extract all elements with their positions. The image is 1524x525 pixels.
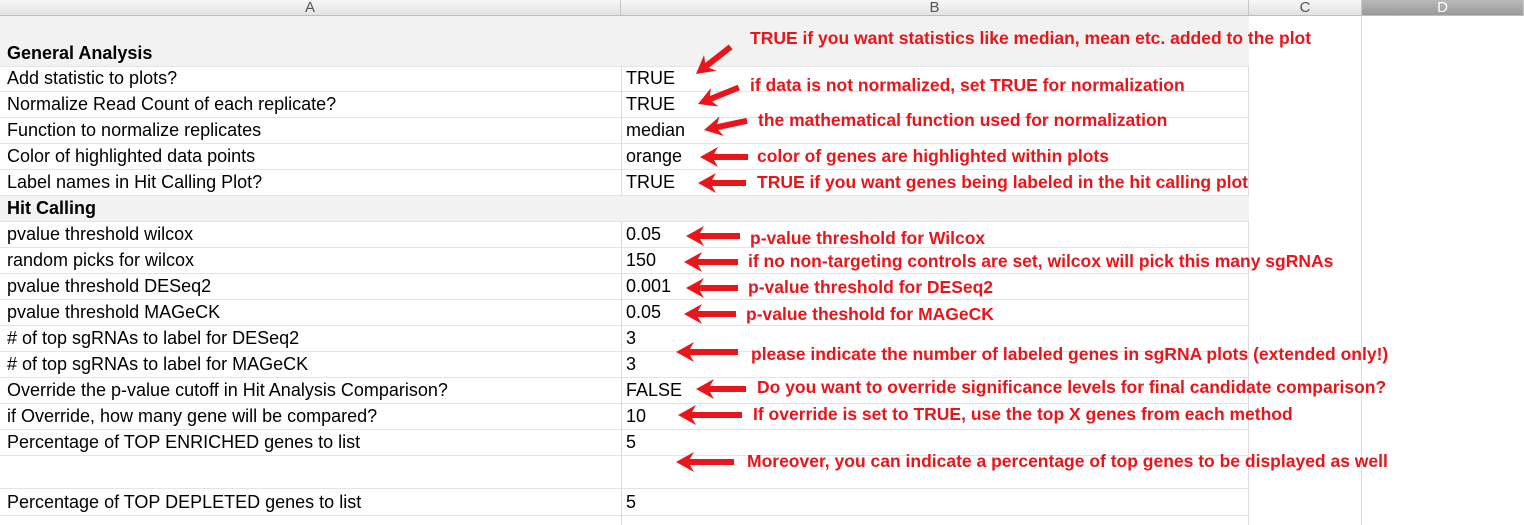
annotation-note: Do you want to override significance lev… xyxy=(757,377,1387,397)
table-row[interactable]: Function to normalize replicates median xyxy=(0,118,1249,144)
cell-a[interactable]: pvalue threshold MAGeCK xyxy=(7,302,221,322)
annotation-note: the mathematical function used for norma… xyxy=(758,110,1168,130)
table-row[interactable]: Override the p-value cutoff in Hit Analy… xyxy=(0,378,1249,404)
cell-a[interactable]: random picks for wilcox xyxy=(7,250,195,270)
cell-a[interactable]: Function to normalize replicates xyxy=(7,120,262,140)
cell-b[interactable]: TRUE xyxy=(626,94,675,114)
annotation-note: if no non-targeting controls are set, wi… xyxy=(748,251,1334,271)
table-row[interactable]: # of top sgRNAs to label for MAGeCK 3 xyxy=(0,352,1249,378)
cell-a[interactable]: Override the p-value cutoff in Hit Analy… xyxy=(7,380,448,400)
annotation-note: p-value theshold for MAGeCK xyxy=(746,304,994,324)
cell-a[interactable]: Percentage of TOP DEPLETED genes to list xyxy=(7,492,362,512)
table-row[interactable]: pvalue threshold DESeq2 0.001 xyxy=(0,274,1249,300)
cell-a[interactable]: # of top sgRNAs to label for DESeq2 xyxy=(7,328,300,348)
cell-b[interactable]: 0.001 xyxy=(626,276,672,296)
table-row[interactable]: pvalue threshold wilcox 0.05 xyxy=(0,222,1249,248)
arrow-icon xyxy=(700,147,748,167)
arrow-icon xyxy=(698,84,740,107)
table-row[interactable]: pvalue threshold MAGeCK 0.05 xyxy=(0,300,1249,326)
annotation-note: please indicate the number of labeled ge… xyxy=(751,344,1389,364)
annotation-note: color of genes are highlighted within pl… xyxy=(757,146,1109,166)
cell-b[interactable]: FALSE xyxy=(626,380,683,400)
gridline-ab xyxy=(621,16,622,525)
annotation-note: TRUE if you want statistics like median,… xyxy=(750,28,1312,48)
cell-a[interactable]: Color of highlighted data points xyxy=(7,146,256,166)
cell-b[interactable]: 5 xyxy=(626,492,637,512)
table-row[interactable]: Percentage of TOP DEPLETED genes to list… xyxy=(0,489,1249,516)
cell-a[interactable]: Hit Calling xyxy=(7,198,96,218)
cell-b[interactable]: 150 xyxy=(626,250,657,270)
gridline-cd xyxy=(1361,16,1362,525)
cell-b[interactable]: orange xyxy=(626,146,683,166)
arrow-icon xyxy=(676,342,738,362)
cell-a[interactable]: pvalue threshold DESeq2 xyxy=(7,276,212,296)
arrow-icon xyxy=(686,226,740,246)
cell-a[interactable]: Add statistic to plots? xyxy=(7,68,178,88)
column-header-c[interactable]: C xyxy=(1249,0,1362,16)
column-header-a[interactable]: A xyxy=(0,0,621,16)
arrow-icon xyxy=(696,379,746,399)
cell-a[interactable]: if Override, how many gene will be compa… xyxy=(7,406,378,426)
table-row[interactable]: if Override, how many gene will be compa… xyxy=(0,404,1249,430)
table-row-section[interactable]: General Analysis xyxy=(0,16,1249,67)
cell-b[interactable]: 10 xyxy=(626,406,647,426)
table-row[interactable]: Add statistic to plots? TRUE xyxy=(0,67,1249,92)
annotation-note: if data is not normalized, set TRUE for … xyxy=(750,75,1185,95)
table-row[interactable]: Color of highlighted data points orange xyxy=(0,144,1249,170)
annotation-note: Moreover, you can indicate a percentage … xyxy=(747,451,1388,471)
table-row[interactable]: random picks for wilcox 150 xyxy=(0,248,1249,274)
column-header-b[interactable]: B xyxy=(621,0,1249,16)
cell-b[interactable]: 0.05 xyxy=(626,302,662,322)
arrow-icon xyxy=(686,278,738,298)
table-row[interactable]: # of top sgRNAs to label for DESeq2 3 xyxy=(0,326,1249,352)
cell-a[interactable]: Label names in Hit Calling Plot? xyxy=(7,172,263,192)
table-row[interactable]: Percentage of TOP ENRICHED genes to list… xyxy=(0,430,1249,456)
cell-b[interactable]: 0.05 xyxy=(626,224,662,244)
cell-a[interactable]: Percentage of TOP ENRICHED genes to list xyxy=(7,432,361,452)
table-row-section[interactable]: Hit Calling xyxy=(0,196,1249,222)
arrow-icon xyxy=(704,116,748,137)
arrow-icon xyxy=(696,44,733,74)
cell-a[interactable]: General Analysis xyxy=(7,43,153,63)
annotation-note: If override is set to TRUE, use the top … xyxy=(753,404,1293,424)
annotation-note: p-value threshold for DESeq2 xyxy=(748,277,994,297)
annotation-note: TRUE if you want genes being labeled in … xyxy=(757,172,1249,192)
table-row[interactable]: Normalize Read Count of each replicate? … xyxy=(0,92,1249,118)
cell-a[interactable]: # of top sgRNAs to label for MAGeCK xyxy=(7,354,309,374)
cell-b[interactable]: TRUE xyxy=(626,68,675,88)
gridline-bc xyxy=(1248,16,1249,525)
annotation-note: p-value threshold for Wilcox xyxy=(750,228,986,248)
cell-b[interactable]: 3 xyxy=(626,328,637,348)
arrow-icon xyxy=(676,452,734,472)
table-row[interactable] xyxy=(0,456,1249,489)
arrow-icon xyxy=(698,173,746,193)
arrow-icon xyxy=(678,405,742,425)
arrow-icon xyxy=(684,252,738,272)
cell-b[interactable]: median xyxy=(626,120,686,140)
table-row[interactable]: Label names in Hit Calling Plot? TRUE xyxy=(0,170,1249,196)
cell-b[interactable]: 5 xyxy=(626,432,637,452)
arrow-icon xyxy=(684,304,736,324)
cell-a[interactable]: Normalize Read Count of each replicate? xyxy=(7,94,337,114)
cell-b[interactable]: 3 xyxy=(626,354,637,374)
cell-b[interactable]: TRUE xyxy=(626,172,675,192)
cell-a[interactable]: pvalue threshold wilcox xyxy=(7,224,194,244)
